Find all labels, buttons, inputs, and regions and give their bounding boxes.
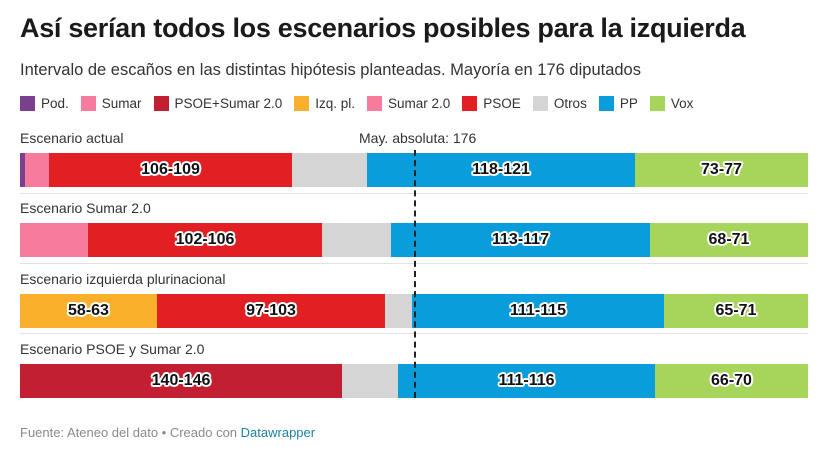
bar-segment[interactable]: 113-117 <box>391 223 650 257</box>
data-label: 111-115 <box>509 302 567 319</box>
legend-label: PSOE <box>483 95 521 111</box>
data-label: 66-70 <box>711 372 752 389</box>
legend-item: Otros <box>532 95 587 111</box>
scenario-label: Escenario izquierda plurinacional <box>20 271 226 287</box>
datawrapper-link[interactable]: Datawrapper <box>240 425 316 440</box>
legend-label: PP <box>619 95 638 111</box>
bar-segment[interactable] <box>25 153 49 187</box>
legend-item: Vox <box>649 95 694 111</box>
scenario-label: Escenario Sumar 2.0 <box>20 200 151 216</box>
legend-swatch <box>598 95 614 111</box>
bar-row: 106-109 118-121 73-77 <box>20 153 808 187</box>
bar-segment[interactable]: 65-71 <box>664 294 808 328</box>
data-label: 118-121 <box>472 161 530 178</box>
legend-label: PSOE+Sumar 2.0 <box>174 95 283 111</box>
data-label: 102-106 <box>175 231 235 248</box>
legend-item: Sumar <box>80 95 142 111</box>
bar-segment[interactable] <box>385 294 412 328</box>
data-label: 97-103 <box>246 302 296 319</box>
legend-label: Pod. <box>41 95 69 111</box>
data-label: 111-116 <box>498 372 555 389</box>
legend: Pod. Sumar PSOE+Sumar 2.0 Izq. pl. Sumar 2.0… <box>20 94 705 112</box>
legend-swatch <box>153 95 169 111</box>
footer: Fuente: Ateneo del dato • Creado con Dat… <box>20 425 315 440</box>
majority-line <box>414 150 416 398</box>
legend-item: Sumar 2.0 <box>367 95 451 111</box>
bar-segment[interactable]: 97-103 <box>157 294 385 328</box>
data-label: 58-63 <box>68 302 109 319</box>
bar-segment[interactable] <box>322 223 391 257</box>
bar-row: 102-106 113-117 68-71 <box>20 223 808 257</box>
bar-segment[interactable] <box>20 153 25 187</box>
bar-segment[interactable]: 140-146 <box>20 364 342 398</box>
majority-label: May. absoluta: 176 <box>359 130 477 146</box>
bar-segment[interactable] <box>342 364 398 398</box>
legend-item: PSOE <box>462 95 521 111</box>
legend-item: PSOE+Sumar 2.0 <box>153 95 283 111</box>
legend-label: Sumar <box>101 95 142 111</box>
bar-segment[interactable]: 66-70 <box>655 364 808 398</box>
legend-swatch <box>649 95 665 111</box>
bar-segment[interactable]: 102-106 <box>88 223 322 257</box>
bar-segment[interactable]: 106-109 <box>49 153 292 187</box>
data-label: 140-146 <box>151 372 211 389</box>
bar-segment[interactable]: 111-115 <box>412 294 664 328</box>
bar-segment[interactable]: 58-63 <box>20 294 157 328</box>
legend-swatch <box>80 95 96 111</box>
bar-segment[interactable] <box>20 223 88 257</box>
legend-swatch <box>532 95 548 111</box>
bar-segment[interactable]: 73-77 <box>635 153 808 187</box>
data-label: 113-117 <box>492 231 549 248</box>
legend-label: Sumar 2.0 <box>388 95 451 111</box>
bar-segment[interactable]: 68-71 <box>650 223 808 257</box>
scenario-label: Escenario actual <box>20 130 124 146</box>
bar-row: 58-63 97-103 111-115 65-71 <box>20 294 808 328</box>
legend-swatch <box>367 95 383 111</box>
bar-segment[interactable]: 111-116 <box>398 364 655 398</box>
legend-swatch <box>20 95 35 111</box>
data-label: 106-109 <box>141 161 200 178</box>
legend-label: Vox <box>670 95 694 111</box>
legend-item: Pod. <box>20 95 69 111</box>
data-label: 73-77 <box>701 161 742 178</box>
legend-item: Izq. pl. <box>294 95 356 111</box>
chart-subtitle: Intervalo de escaños en las distintas hi… <box>20 61 641 79</box>
scenario-label: Escenario PSOE y Sumar 2.0 <box>20 341 205 357</box>
data-label: 68-71 <box>708 231 750 248</box>
bar-segment[interactable] <box>292 153 367 187</box>
data-label: 65-71 <box>715 302 757 319</box>
legend-swatch <box>462 95 478 111</box>
legend-label: Otros <box>553 95 587 111</box>
legend-item: PP <box>598 95 638 111</box>
bar-row: 140-146 111-116 66-70 <box>20 364 808 398</box>
chart-title: Así serían todos los escenarios posibles… <box>20 13 746 43</box>
legend-label: Izq. pl. <box>315 95 356 111</box>
footer-source: Fuente: Ateneo del dato • Creado con <box>20 425 241 440</box>
legend-swatch <box>294 95 310 111</box>
bar-segment[interactable]: 118-121 <box>367 153 635 187</box>
